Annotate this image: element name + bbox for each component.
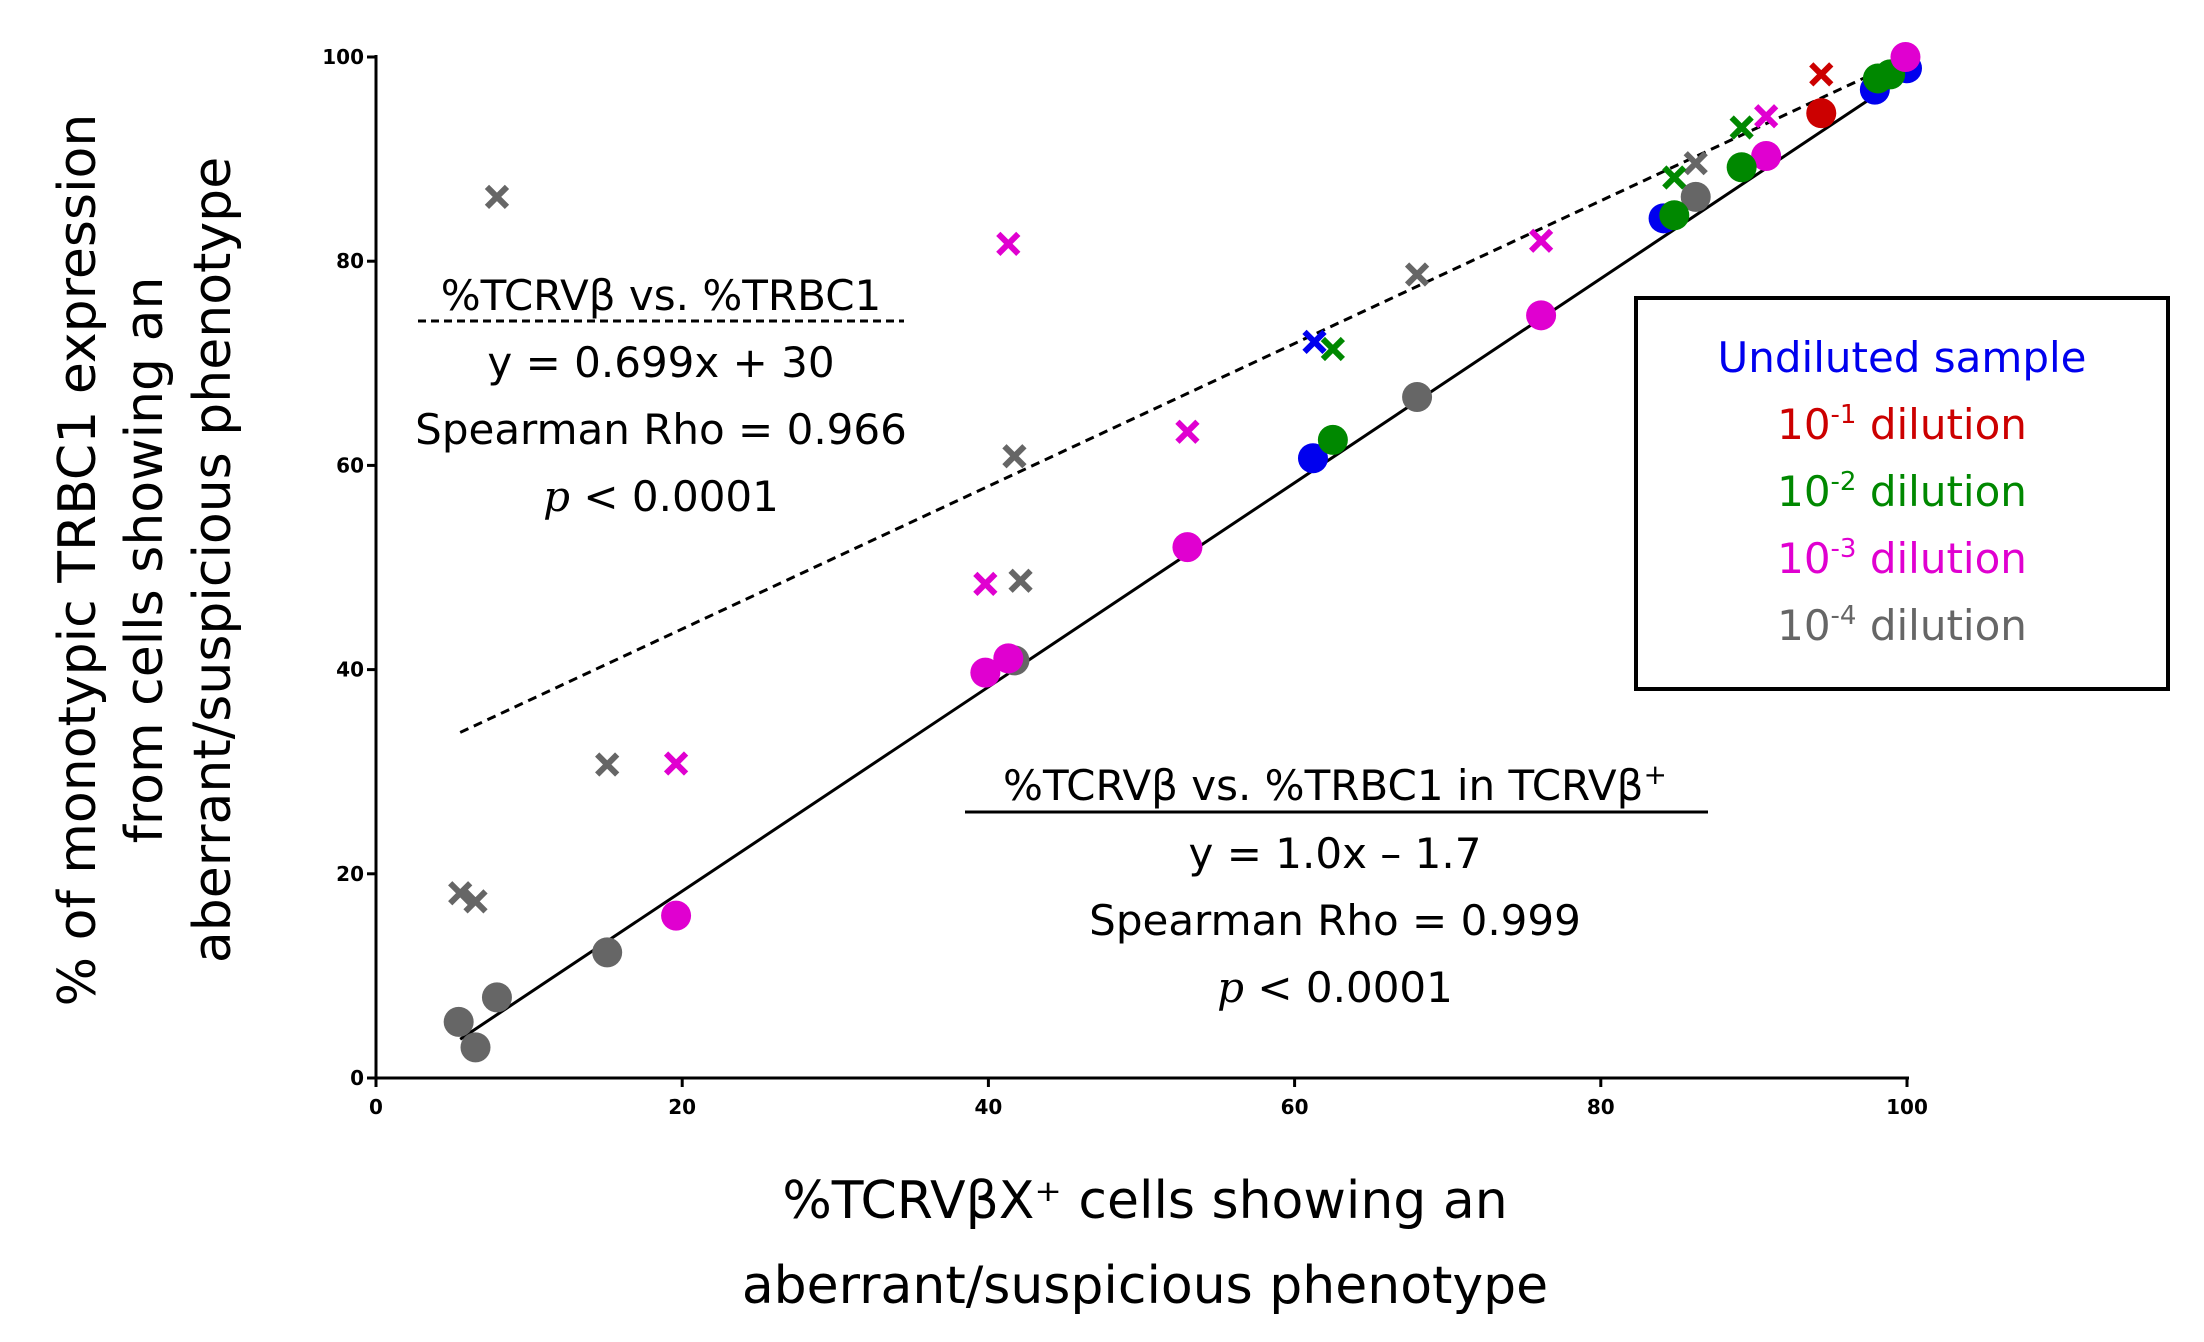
y-axis-label: % of monotypic TRBC1 expression from cel…	[48, 114, 243, 1007]
x-point-d4	[1404, 262, 1430, 287]
x-mark	[1528, 228, 1554, 253]
x-label-line-2: aberrant/suspicious phenotype	[742, 1256, 1548, 1316]
y-tick-label: 100	[322, 45, 364, 69]
x-point-d3	[973, 571, 998, 596]
dashed-fit-line	[459, 56, 1908, 734]
circle-point-d4	[1402, 381, 1433, 412]
x-mark	[1002, 444, 1027, 469]
circle-point-d3	[1172, 532, 1203, 563]
x-point-d2	[1662, 165, 1687, 190]
annotation-equation: y = 1.0x – 1.7	[1189, 829, 1482, 878]
annotation-rho: Spearman Rho = 0.966	[415, 405, 907, 454]
axes	[374, 55, 1909, 1080]
y-label-line-3: aberrant/suspicious phenotype	[183, 157, 243, 963]
x-mark	[1662, 165, 1687, 190]
x-mark	[1404, 262, 1430, 287]
annotation-title: %TCRVβ vs. %TRBC1	[441, 271, 882, 320]
y-label-line-1: % of monotypic TRBC1 expression	[48, 114, 108, 1007]
circle-point-d3	[993, 643, 1024, 674]
annotation-p-value: p < 0.0001	[1217, 963, 1453, 1012]
x-point-d4	[448, 881, 473, 906]
x-point-undiluted	[1302, 329, 1327, 354]
circle-point-d3	[1890, 42, 1921, 72]
x-mark	[595, 752, 620, 777]
legend-entry-undiluted: Undiluted sample	[1718, 333, 2087, 382]
x-mark	[484, 184, 510, 209]
x-point-d3	[1528, 228, 1554, 253]
x-point-d3	[663, 751, 689, 776]
x-point-d4	[484, 184, 510, 209]
x-tick-label: 20	[668, 1095, 696, 1119]
y-tick-label: 80	[336, 249, 364, 273]
annotation-all-cells: %TCRVβ vs. %TRBC1 y = 0.699x + 30 Spearm…	[415, 271, 907, 521]
circle-point-d2	[1317, 424, 1348, 455]
x-point-d2	[1729, 115, 1754, 140]
circle-point-d3	[1526, 300, 1557, 331]
x-tick-label: 0	[369, 1095, 383, 1119]
x-tick-label: 40	[974, 1095, 1002, 1119]
x-point-d1	[1809, 62, 1834, 87]
circle-point-undiluted	[1297, 443, 1328, 474]
x-mark	[996, 231, 1021, 256]
circle-point-d4	[592, 937, 623, 968]
annotation-p-value: p < 0.0001	[543, 472, 779, 521]
x-mark	[448, 881, 473, 906]
legend-entry-d1: 10-1 dilution	[1777, 400, 2027, 449]
x-axis-label: %TCRVβX⁺ cells showing an aberrant/suspi…	[742, 1171, 1548, 1316]
circle-point-d2	[1726, 152, 1757, 183]
y-label-line-2: from cells showing an	[115, 277, 175, 844]
annotation-equation: y = 0.699x + 30	[487, 338, 834, 387]
x-point-d2	[1320, 336, 1346, 362]
x-mark	[1729, 115, 1754, 140]
x-tick-label: 100	[1886, 1095, 1928, 1119]
circle-point-d4	[481, 982, 512, 1013]
circle-point-d3	[1751, 141, 1782, 172]
x-mark	[1008, 568, 1033, 593]
legend-entry-d4: 10-4 dilution	[1777, 601, 2027, 650]
legend-entry-d2: 10-2 dilution	[1777, 467, 2027, 516]
circle-point-d2	[1659, 200, 1690, 231]
y-tick-label: 40	[336, 658, 364, 682]
x-mark	[1302, 329, 1327, 354]
circle-point-d3	[661, 900, 692, 931]
y-tick-label: 0	[350, 1066, 364, 1090]
x-point-d4	[1008, 568, 1033, 593]
x-mark	[1175, 419, 1200, 444]
x-label-line-1: %TCRVβX⁺ cells showing an	[782, 1171, 1507, 1231]
x-mark	[463, 889, 488, 914]
x-point-d4	[1002, 444, 1027, 469]
x-mark	[1809, 62, 1834, 87]
circle-point-d1	[1806, 98, 1837, 129]
x-point-d3	[1754, 104, 1779, 129]
x-point-d3	[996, 231, 1021, 256]
circle-point-d4	[460, 1032, 491, 1063]
x-mark	[1320, 336, 1346, 362]
y-tick-label: 60	[336, 453, 364, 477]
y-tick-label: 20	[336, 862, 364, 886]
legend-box	[1634, 296, 2170, 691]
data-points	[443, 42, 1922, 1063]
annotation-tcrvb-positive: %TCRVβ vs. %TRBC1 in TCRVβ+ y = 1.0x – 1…	[965, 758, 1708, 1012]
ticks: 0 20 40 60 80 100 0 20 40 60 80 100	[322, 45, 1928, 1119]
circle-point-d4	[443, 1006, 474, 1037]
legend: Undiluted sample 10-1 dilution 10-2 diluti…	[1634, 296, 2170, 691]
x-point-d3	[1175, 419, 1200, 444]
x-mark	[1754, 104, 1779, 129]
legend-entry-d3: 10-3 dilution	[1777, 534, 2027, 583]
x-tick-label: 60	[1281, 1095, 1309, 1119]
circle-point-d4	[1680, 181, 1711, 212]
circle-point-d3	[970, 657, 1001, 688]
x-mark	[973, 571, 998, 596]
x-point-d4	[463, 889, 488, 914]
x-mark	[663, 751, 689, 776]
x-point-d4	[1683, 151, 1708, 176]
x-mark	[1683, 151, 1708, 176]
x-point-d4	[595, 752, 620, 777]
annotation-title: %TCRVβ vs. %TRBC1 in TCRVβ+	[1003, 758, 1667, 810]
x-tick-label: 80	[1587, 1095, 1615, 1119]
annotation-rho: Spearman Rho = 0.999	[1089, 896, 1581, 945]
